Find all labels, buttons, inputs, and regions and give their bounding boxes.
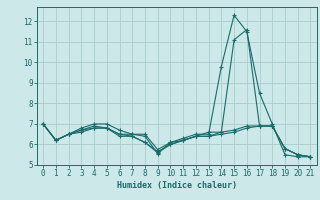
X-axis label: Humidex (Indice chaleur): Humidex (Indice chaleur) bbox=[117, 181, 237, 190]
